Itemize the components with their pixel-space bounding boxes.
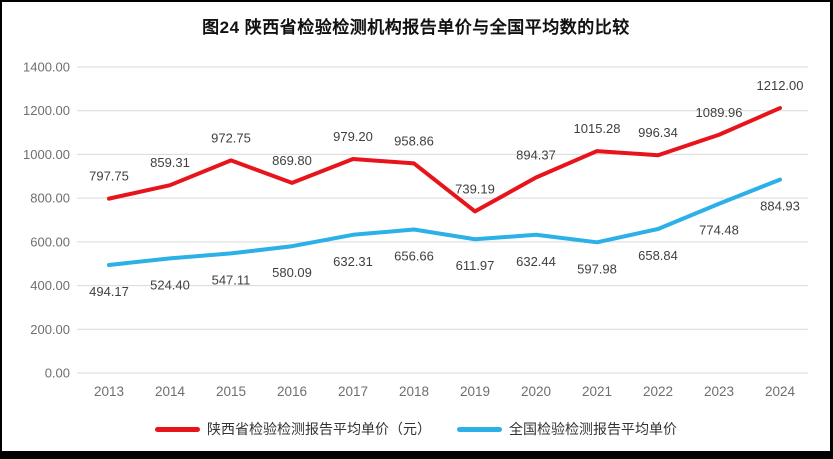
legend: 陕西省检验检测报告平均单价（元） 全国检验检测报告平均单价 <box>2 419 830 439</box>
legend-line-blue-icon <box>457 426 502 432</box>
data-label: 1212.00 <box>757 78 804 93</box>
y-tick-label: 400.00 <box>30 278 70 293</box>
line-chart: 0.00 200.00 400.00 600.00 800.00 1000.00 1200.… <box>23 60 808 399</box>
legend-item-shaanxi: 陕西省检验检测报告平均单价（元） <box>155 419 431 439</box>
series-line-1 <box>107 177 782 267</box>
y-tick-label: 1000.00 <box>23 147 70 162</box>
data-label: 958.86 <box>394 133 434 148</box>
y-tick-label: 1400.00 <box>23 60 70 75</box>
data-label: 494.17 <box>89 284 129 299</box>
data-label: 547.11 <box>212 272 251 287</box>
y-tick-label: 0.00 <box>45 366 70 381</box>
data-label: 739.19 <box>455 181 495 196</box>
x-tick-label: 2022 <box>643 384 673 399</box>
series-line-0 <box>107 106 782 214</box>
data-label: 859.31 <box>150 155 190 170</box>
y-tick-label: 800.00 <box>30 191 70 206</box>
legend-line-red-icon <box>155 426 200 432</box>
data-label: 524.40 <box>150 277 190 292</box>
x-tick-label: 2024 <box>765 384 796 399</box>
data-label: 632.44 <box>516 254 556 269</box>
legend-label-national: 全国检验检测报告平均单价 <box>509 421 677 437</box>
data-label: 869.80 <box>272 153 312 168</box>
data-label: 797.75 <box>89 169 129 184</box>
data-label: 1015.28 <box>574 121 621 136</box>
data-label: 611.97 <box>456 258 495 273</box>
y-tick-label: 200.00 <box>30 322 70 337</box>
x-tick-label: 2020 <box>521 384 551 399</box>
data-label: 894.37 <box>516 148 556 163</box>
data-label: 774.48 <box>699 223 739 238</box>
data-label: 979.20 <box>333 129 373 144</box>
data-label: 996.34 <box>638 125 678 140</box>
x-tick-label: 2018 <box>399 384 429 399</box>
x-tick-label: 2016 <box>277 384 307 399</box>
x-tick-label: 2021 <box>582 384 612 399</box>
data-label: 597.98 <box>577 261 617 276</box>
x-tick-label: 2014 <box>155 384 186 399</box>
data-label: 580.09 <box>272 265 312 280</box>
data-label: 658.84 <box>638 248 678 263</box>
data-label: 656.66 <box>394 248 434 263</box>
x-tick-label: 2019 <box>460 384 490 399</box>
x-tick-label: 2023 <box>704 384 734 399</box>
data-label: 972.75 <box>211 130 251 145</box>
x-tick-label: 2015 <box>216 384 246 399</box>
chart-title: 图24 陕西省检验检测机构报告单价与全国平均数的比较 <box>202 18 630 37</box>
data-label: 632.31 <box>333 254 373 269</box>
legend-item-national: 全国检验检测报告平均单价 <box>457 419 677 439</box>
legend-label-shaanxi: 陕西省检验检测报告平均单价（元） <box>207 421 431 437</box>
data-label: 1089.96 <box>696 105 743 120</box>
y-tick-label: 600.00 <box>30 234 70 249</box>
y-tick-label: 1200.00 <box>23 103 70 118</box>
data-label: 884.93 <box>760 199 800 214</box>
x-tick-label: 2017 <box>338 384 368 399</box>
x-tick-label: 2013 <box>94 384 124 399</box>
